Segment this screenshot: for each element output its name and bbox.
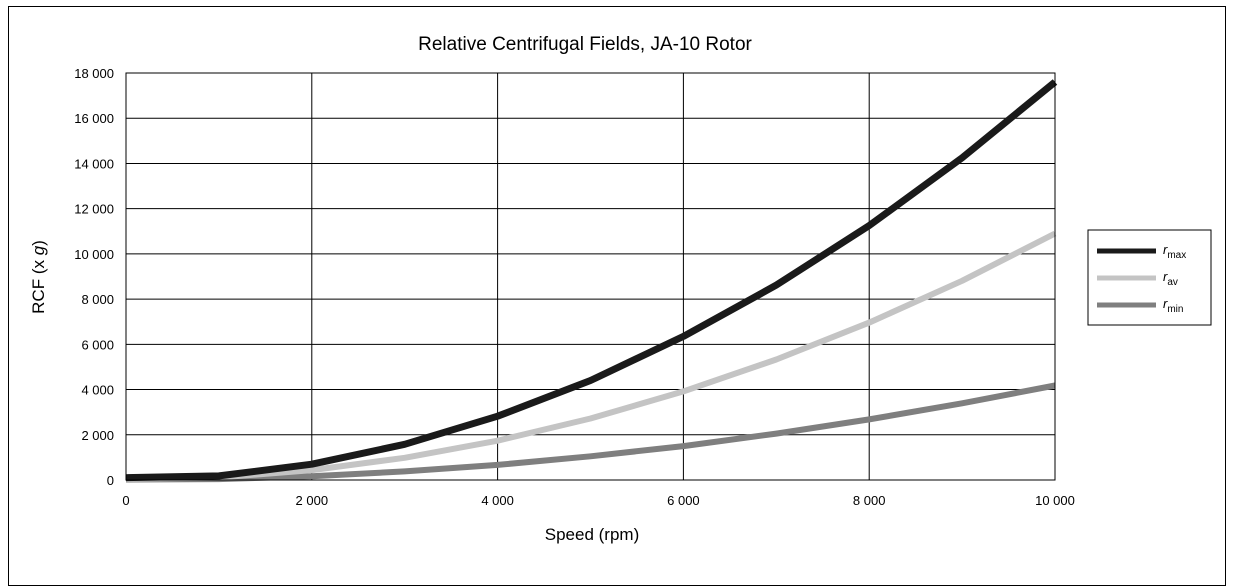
y-tick-labels: 0 2 000 4 000 6 000 8 000 10 000 12 000 14 000 1… (74, 66, 114, 488)
series-lines (125, 79, 1058, 483)
plot-area-border (125, 72, 1056, 481)
y-axis-label-italic: g (29, 245, 48, 255)
legend-items: rmax rav rmin (1097, 242, 1186, 315)
y-tick-label: 10 000 (74, 247, 114, 262)
y-axis-label: RCF (x g) (29, 240, 48, 314)
chart-svg: Relative Centrifugal Fields, JA-10 Rotor… (29, 34, 1212, 544)
series-line-r-min (125, 382, 1056, 483)
y-tick-label: 6 000 (81, 337, 114, 352)
y-tick-label: 18 000 (74, 66, 114, 81)
y-axis-label-prefix: RCF (x (29, 255, 48, 314)
x-tick-labels: 0 2 000 4 000 6 000 8 000 10 000 (122, 493, 1075, 508)
x-tick-label: 4 000 (481, 493, 514, 508)
x-tick-label: 10 000 (1035, 493, 1075, 508)
x-tick-label: 2 000 (296, 493, 329, 508)
x-tick-label: 0 (122, 493, 129, 508)
legend-label-min: rmin (1163, 296, 1183, 315)
y-axis-label-suffix: ) (29, 240, 48, 246)
y-tick-label: 12 000 (74, 202, 114, 217)
y-tick-label: 4 000 (81, 383, 114, 398)
y-tick-label: 2 000 (81, 428, 114, 443)
x-tick-label: 8 000 (853, 493, 886, 508)
x-tick-label: 6 000 (667, 493, 700, 508)
y-tick-label: 8 000 (81, 292, 114, 307)
legend: rmax rav rmin (1087, 229, 1212, 326)
x-axis-label: Speed (rpm) (545, 525, 639, 544)
y-tick-label: 0 (107, 473, 114, 488)
series-line-r-av (125, 230, 1057, 482)
legend-label-av: rav (1163, 269, 1178, 288)
series-line-r-max (125, 79, 1058, 482)
legend-label-max: rmax (1163, 242, 1186, 261)
y-tick-label: 14 000 (74, 156, 114, 171)
chart-title: Relative Centrifugal Fields, JA-10 Rotor (418, 34, 752, 55)
y-tick-label: 16 000 (74, 111, 114, 126)
